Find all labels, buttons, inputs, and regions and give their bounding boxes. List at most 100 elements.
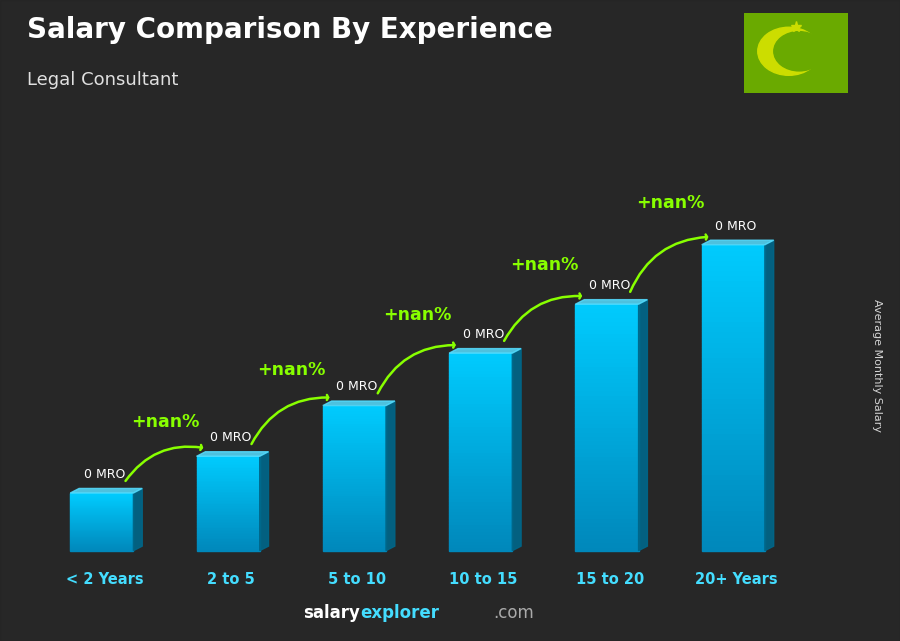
Bar [323,481,386,483]
Bar [70,523,133,524]
Bar [449,541,512,544]
Bar [449,534,512,538]
Bar [449,416,512,419]
Bar [702,367,765,372]
Bar [196,480,260,481]
Bar [575,362,639,366]
Bar [449,393,512,396]
Text: explorer: explorer [360,604,439,622]
Bar [449,478,512,481]
Bar [449,432,512,435]
Bar [702,337,765,342]
Bar [575,308,639,312]
Bar [196,510,260,512]
Bar [196,505,260,506]
Bar [449,498,512,501]
Bar [323,493,386,495]
Bar [70,533,133,535]
Bar [196,540,260,541]
Bar [702,388,765,392]
Text: +nan%: +nan% [257,361,326,379]
Bar [702,276,765,281]
Bar [70,525,133,526]
Bar [575,325,639,329]
Bar [70,497,133,498]
Bar [323,447,386,449]
Bar [323,463,386,466]
Bar [449,492,512,495]
Bar [70,550,133,551]
Bar [323,449,386,451]
Polygon shape [639,299,647,551]
Bar [196,488,260,489]
Bar [70,545,133,546]
Bar [702,245,765,250]
Bar [702,260,765,265]
Bar [449,429,512,432]
Text: 0 MRO: 0 MRO [210,431,251,444]
Bar [702,438,765,444]
Bar [449,481,512,485]
Bar [323,415,386,418]
Bar [70,519,133,520]
Bar [70,544,133,545]
Polygon shape [575,299,647,304]
Bar [323,536,386,538]
Bar [702,301,765,306]
Bar [70,540,133,541]
Bar [702,306,765,311]
Bar [449,422,512,426]
Bar [323,466,386,469]
Bar [702,357,765,362]
Bar [196,458,260,460]
Polygon shape [512,349,521,551]
Bar [449,472,512,475]
Bar [70,529,133,531]
Bar [702,296,765,301]
Bar [196,472,260,474]
Bar [196,502,260,503]
Bar [323,471,386,473]
Bar [449,386,512,389]
Bar [323,503,386,504]
Bar [196,508,260,510]
Bar [70,494,133,495]
Bar [702,316,765,321]
Bar [449,449,512,452]
Polygon shape [196,452,268,456]
Bar [196,483,260,485]
Bar [449,363,512,366]
Bar [449,438,512,442]
Bar [449,504,512,508]
Bar [449,521,512,524]
Bar [702,403,765,408]
Bar [70,517,133,518]
Bar [323,435,386,437]
Bar [702,444,765,449]
Bar [575,497,639,501]
Bar [702,535,765,540]
Bar [323,422,386,425]
Bar [323,420,386,422]
Polygon shape [70,488,142,493]
Bar [575,329,639,333]
Bar [702,397,765,403]
Bar [702,285,765,290]
Polygon shape [765,240,774,551]
Bar [70,495,133,496]
Bar [449,485,512,488]
Bar [575,395,639,399]
Bar [702,255,765,260]
Bar [196,486,260,488]
Bar [196,460,260,461]
Bar [575,510,639,513]
Bar [196,470,260,472]
Bar [702,362,765,367]
Bar [575,333,639,337]
Bar [196,518,260,519]
Bar [449,396,512,399]
Bar [323,410,386,413]
Bar [196,513,260,515]
Bar [702,474,765,479]
Bar [449,462,512,465]
